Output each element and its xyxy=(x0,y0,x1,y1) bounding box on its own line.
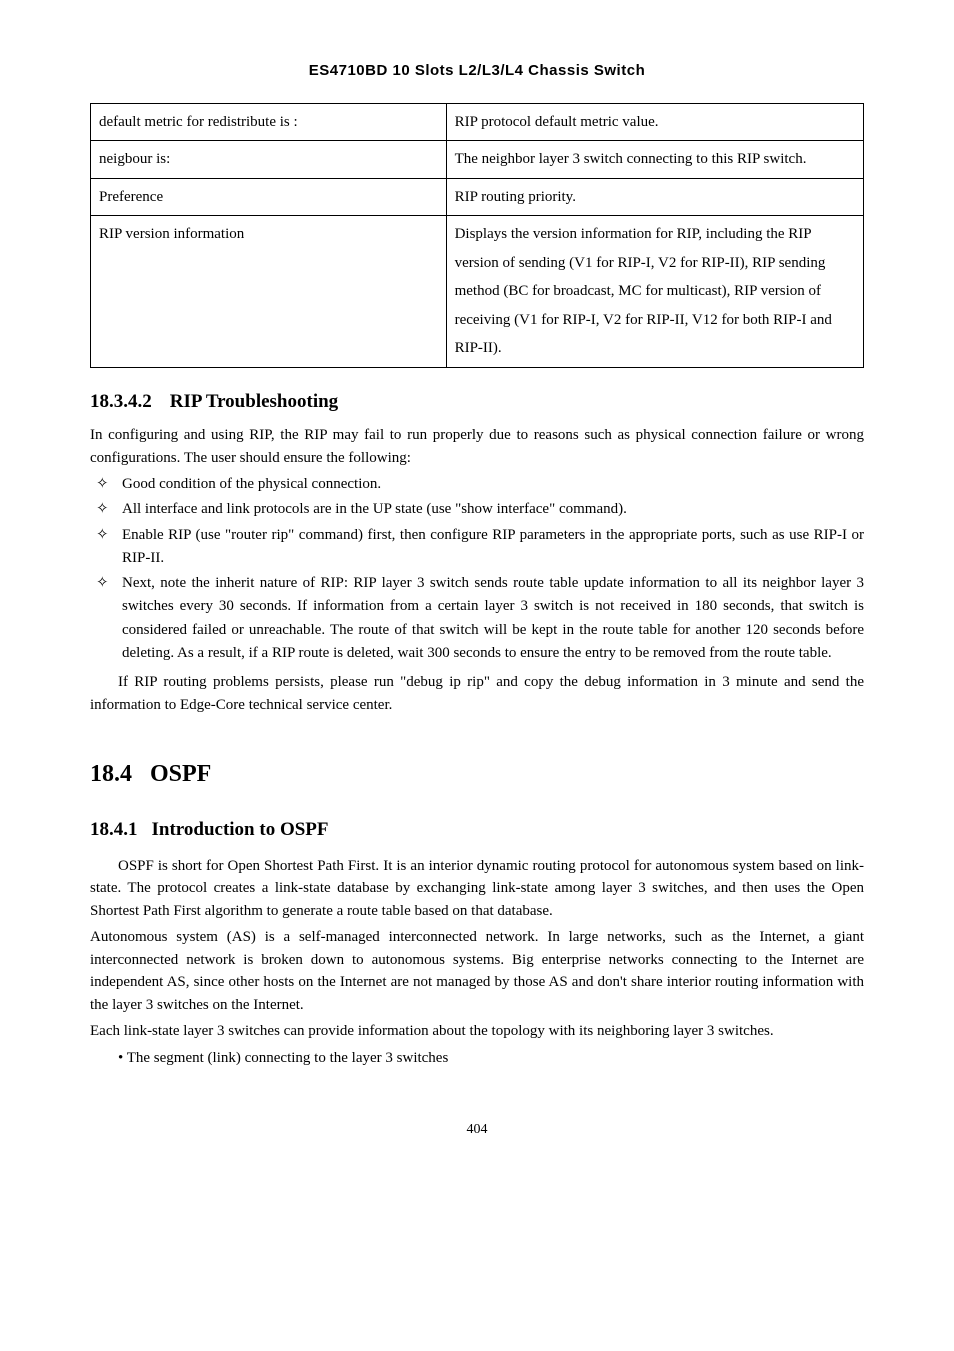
table-row: default metric for redistribute is : RIP… xyxy=(91,103,864,141)
table-cell: RIP version information xyxy=(91,216,447,368)
section-title: Introduction to OSPF xyxy=(152,819,329,840)
page-header: ES4710BD 10 Slots L2/L3/L4 Chassis Switc… xyxy=(90,60,864,83)
table-cell: RIP protocol default metric value. xyxy=(446,103,863,141)
chapter-number: 18.4 xyxy=(90,761,132,787)
list-item: Good condition of the physical connectio… xyxy=(90,473,864,496)
table-cell: RIP routing priority. xyxy=(446,178,863,216)
bullet-list: Good condition of the physical connectio… xyxy=(90,473,864,665)
paragraph: Each link-state layer 3 switches can pro… xyxy=(90,1020,864,1043)
section-number: 18.3.4.2 xyxy=(90,391,152,412)
table-cell: neigbour is: xyxy=(91,141,447,179)
section-heading-rip-troubleshooting: 18.3.4.2 RIP Troubleshooting xyxy=(90,388,864,417)
table-row: RIP version information Displays the ver… xyxy=(91,216,864,368)
table-cell: The neighbor layer 3 switch connecting t… xyxy=(446,141,863,179)
table-row: neigbour is: The neighbor layer 3 switch… xyxy=(91,141,864,179)
list-item: Next, note the inherit nature of RIP: RI… xyxy=(90,572,864,665)
bullet-line: • The segment (link) connecting to the l… xyxy=(90,1047,864,1070)
chapter-heading-ospf: 18.4 OSPF xyxy=(90,756,864,792)
rip-info-table: default metric for redistribute is : RIP… xyxy=(90,103,864,368)
page-number: 404 xyxy=(90,1119,864,1140)
paragraph: Autonomous system (AS) is a self-managed… xyxy=(90,926,864,1016)
paragraph: OSPF is short for Open Shortest Path Fir… xyxy=(90,855,864,923)
section-title: RIP Troubleshooting xyxy=(170,391,338,412)
chapter-title: OSPF xyxy=(150,761,211,787)
table-row: Preference RIP routing priority. xyxy=(91,178,864,216)
table-cell: Displays the version information for RIP… xyxy=(446,216,863,368)
list-item: Enable RIP (use "router rip" command) fi… xyxy=(90,524,864,571)
paragraph: In configuring and using RIP, the RIP ma… xyxy=(90,424,864,469)
table-cell: Preference xyxy=(91,178,447,216)
section-number: 18.4.1 xyxy=(90,819,138,840)
paragraph: If RIP routing problems persists, please… xyxy=(90,671,864,716)
section-heading-intro-ospf: 18.4.1 Introduction to OSPF xyxy=(90,816,864,845)
list-item: All interface and link protocols are in … xyxy=(90,498,864,521)
table-cell: default metric for redistribute is : xyxy=(91,103,447,141)
